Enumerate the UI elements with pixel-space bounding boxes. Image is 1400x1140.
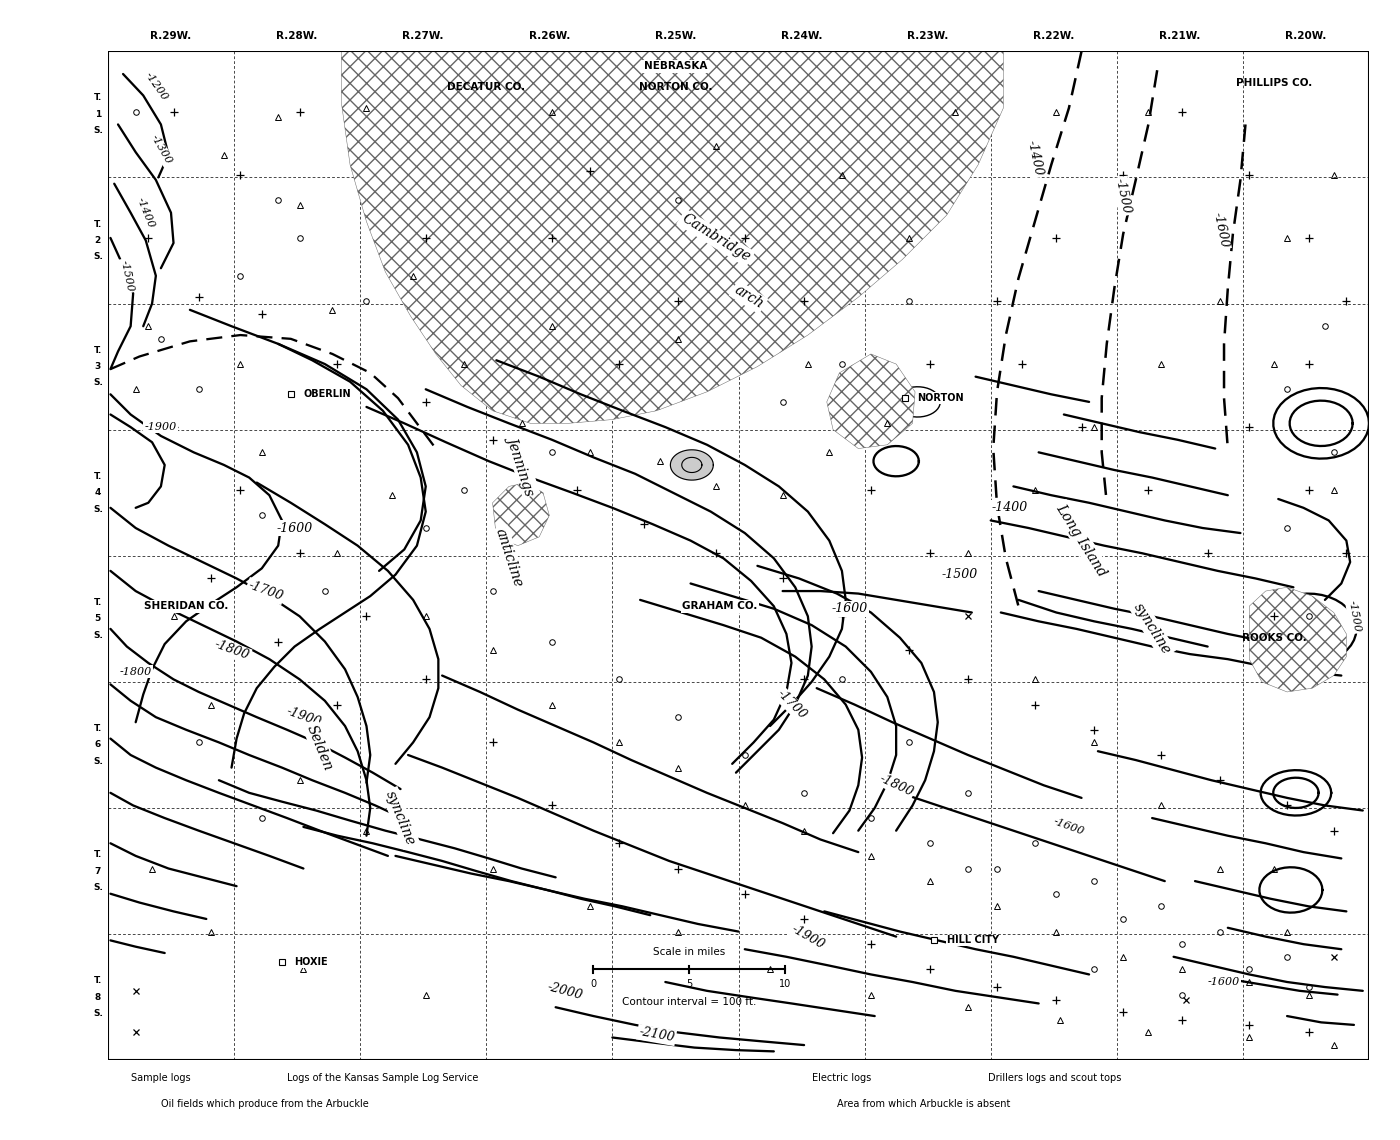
Text: NORTON CO.: NORTON CO. bbox=[638, 82, 713, 91]
Text: arch: arch bbox=[732, 283, 766, 311]
Text: 0: 0 bbox=[591, 979, 596, 990]
Text: S.: S. bbox=[92, 378, 102, 388]
Text: 8: 8 bbox=[95, 993, 101, 1002]
Text: -1700: -1700 bbox=[774, 687, 809, 722]
Text: T.: T. bbox=[94, 597, 102, 606]
Text: T.: T. bbox=[94, 850, 102, 860]
Text: S.: S. bbox=[92, 1009, 102, 1018]
Text: -1600: -1600 bbox=[276, 521, 312, 535]
Text: Drillers logs and scout tops: Drillers logs and scout tops bbox=[988, 1073, 1121, 1083]
Text: R.23W.: R.23W. bbox=[907, 31, 948, 41]
Polygon shape bbox=[342, 51, 1004, 423]
Text: T.: T. bbox=[94, 220, 102, 229]
Text: -1600: -1600 bbox=[1208, 977, 1240, 987]
Polygon shape bbox=[493, 482, 549, 546]
Text: -1600: -1600 bbox=[1051, 816, 1086, 837]
Text: Oil fields which produce from the Arbuckle: Oil fields which produce from the Arbuck… bbox=[161, 1099, 368, 1109]
Text: 7: 7 bbox=[95, 866, 101, 876]
Polygon shape bbox=[827, 353, 916, 448]
Text: Area from which Arbuckle is absent: Area from which Arbuckle is absent bbox=[837, 1099, 1011, 1109]
Text: R.21W.: R.21W. bbox=[1159, 31, 1201, 41]
Text: R.22W.: R.22W. bbox=[1033, 31, 1074, 41]
Text: R.24W.: R.24W. bbox=[781, 31, 822, 41]
Text: Long Island: Long Island bbox=[1054, 502, 1109, 579]
Text: Sample logs: Sample logs bbox=[130, 1073, 190, 1083]
Text: Selden: Selden bbox=[304, 723, 336, 773]
Text: Scale in miles: Scale in miles bbox=[654, 947, 725, 956]
Text: 5: 5 bbox=[95, 614, 101, 624]
Text: S.: S. bbox=[92, 757, 102, 766]
Text: R.20W.: R.20W. bbox=[1285, 31, 1327, 41]
Text: -1500: -1500 bbox=[941, 568, 977, 581]
Text: 1: 1 bbox=[95, 109, 101, 119]
Text: -1600: -1600 bbox=[832, 602, 868, 616]
Text: 4: 4 bbox=[95, 488, 101, 497]
Text: OBERLIN: OBERLIN bbox=[304, 390, 351, 399]
Text: T.: T. bbox=[94, 976, 102, 985]
Text: -2100: -2100 bbox=[637, 1025, 676, 1044]
Text: -1400: -1400 bbox=[991, 502, 1028, 514]
Text: S.: S. bbox=[92, 127, 102, 136]
Text: Contour interval = 100 ft.: Contour interval = 100 ft. bbox=[622, 998, 756, 1007]
Text: -1500: -1500 bbox=[1347, 600, 1362, 633]
Text: SHERIDAN CO.: SHERIDAN CO. bbox=[144, 601, 228, 611]
Text: R.28W.: R.28W. bbox=[276, 31, 318, 41]
Text: 10: 10 bbox=[778, 979, 791, 990]
Text: T.: T. bbox=[94, 472, 102, 481]
Text: R.25W.: R.25W. bbox=[655, 31, 696, 41]
Text: Cambridge: Cambridge bbox=[679, 211, 753, 264]
Text: DECATUR CO.: DECATUR CO. bbox=[447, 82, 525, 91]
Text: T.: T. bbox=[94, 93, 102, 103]
Text: HILL CITY: HILL CITY bbox=[946, 936, 998, 945]
Text: -1500: -1500 bbox=[1113, 177, 1133, 215]
Text: Jennings: Jennings bbox=[505, 434, 538, 496]
Text: -1800: -1800 bbox=[876, 772, 916, 799]
Text: 2: 2 bbox=[95, 236, 101, 245]
Text: -1900: -1900 bbox=[144, 422, 176, 432]
Text: NORTON: NORTON bbox=[917, 393, 965, 404]
Text: R.27W.: R.27W. bbox=[402, 31, 444, 41]
Text: 3: 3 bbox=[95, 363, 101, 372]
Text: Logs of the Kansas Sample Log Service: Logs of the Kansas Sample Log Service bbox=[287, 1073, 479, 1083]
Text: Electric logs: Electric logs bbox=[812, 1073, 871, 1083]
Text: 6: 6 bbox=[95, 740, 101, 749]
Text: -1400: -1400 bbox=[1025, 139, 1044, 178]
Text: -1900: -1900 bbox=[284, 705, 322, 730]
Text: -1400: -1400 bbox=[134, 196, 157, 229]
Text: HOXIE: HOXIE bbox=[294, 956, 328, 967]
Text: S.: S. bbox=[92, 882, 102, 891]
Text: S.: S. bbox=[92, 252, 102, 261]
Text: -1300: -1300 bbox=[148, 133, 174, 166]
Text: -1700: -1700 bbox=[246, 579, 284, 603]
Text: -2000: -2000 bbox=[545, 980, 584, 1002]
Text: -1200: -1200 bbox=[143, 71, 169, 103]
Text: -1500: -1500 bbox=[119, 259, 134, 293]
Polygon shape bbox=[1249, 587, 1347, 692]
Text: PHILLIPS CO.: PHILLIPS CO. bbox=[1236, 78, 1313, 88]
Text: NEBRASKA: NEBRASKA bbox=[644, 62, 707, 72]
Text: R.26W.: R.26W. bbox=[529, 31, 570, 41]
Text: GRAHAM CO.: GRAHAM CO. bbox=[682, 601, 757, 611]
Text: anticline: anticline bbox=[493, 527, 525, 589]
Text: -1800: -1800 bbox=[213, 638, 251, 662]
Text: syncline: syncline bbox=[384, 789, 417, 847]
Polygon shape bbox=[671, 450, 713, 480]
Text: syncline: syncline bbox=[1131, 601, 1173, 657]
Text: ROOKS CO.: ROOKS CO. bbox=[1242, 633, 1306, 643]
Bar bbox=[791, 1097, 827, 1112]
Text: S.: S. bbox=[92, 505, 102, 514]
Text: -1800: -1800 bbox=[119, 667, 151, 677]
Text: 5: 5 bbox=[686, 979, 693, 990]
Text: S.: S. bbox=[92, 630, 102, 640]
Text: -1600: -1600 bbox=[1210, 211, 1231, 250]
Ellipse shape bbox=[118, 1097, 154, 1113]
Text: -1900: -1900 bbox=[790, 922, 827, 951]
Text: R.29W.: R.29W. bbox=[150, 31, 192, 41]
Text: T.: T. bbox=[94, 345, 102, 355]
Text: T.: T. bbox=[94, 724, 102, 733]
